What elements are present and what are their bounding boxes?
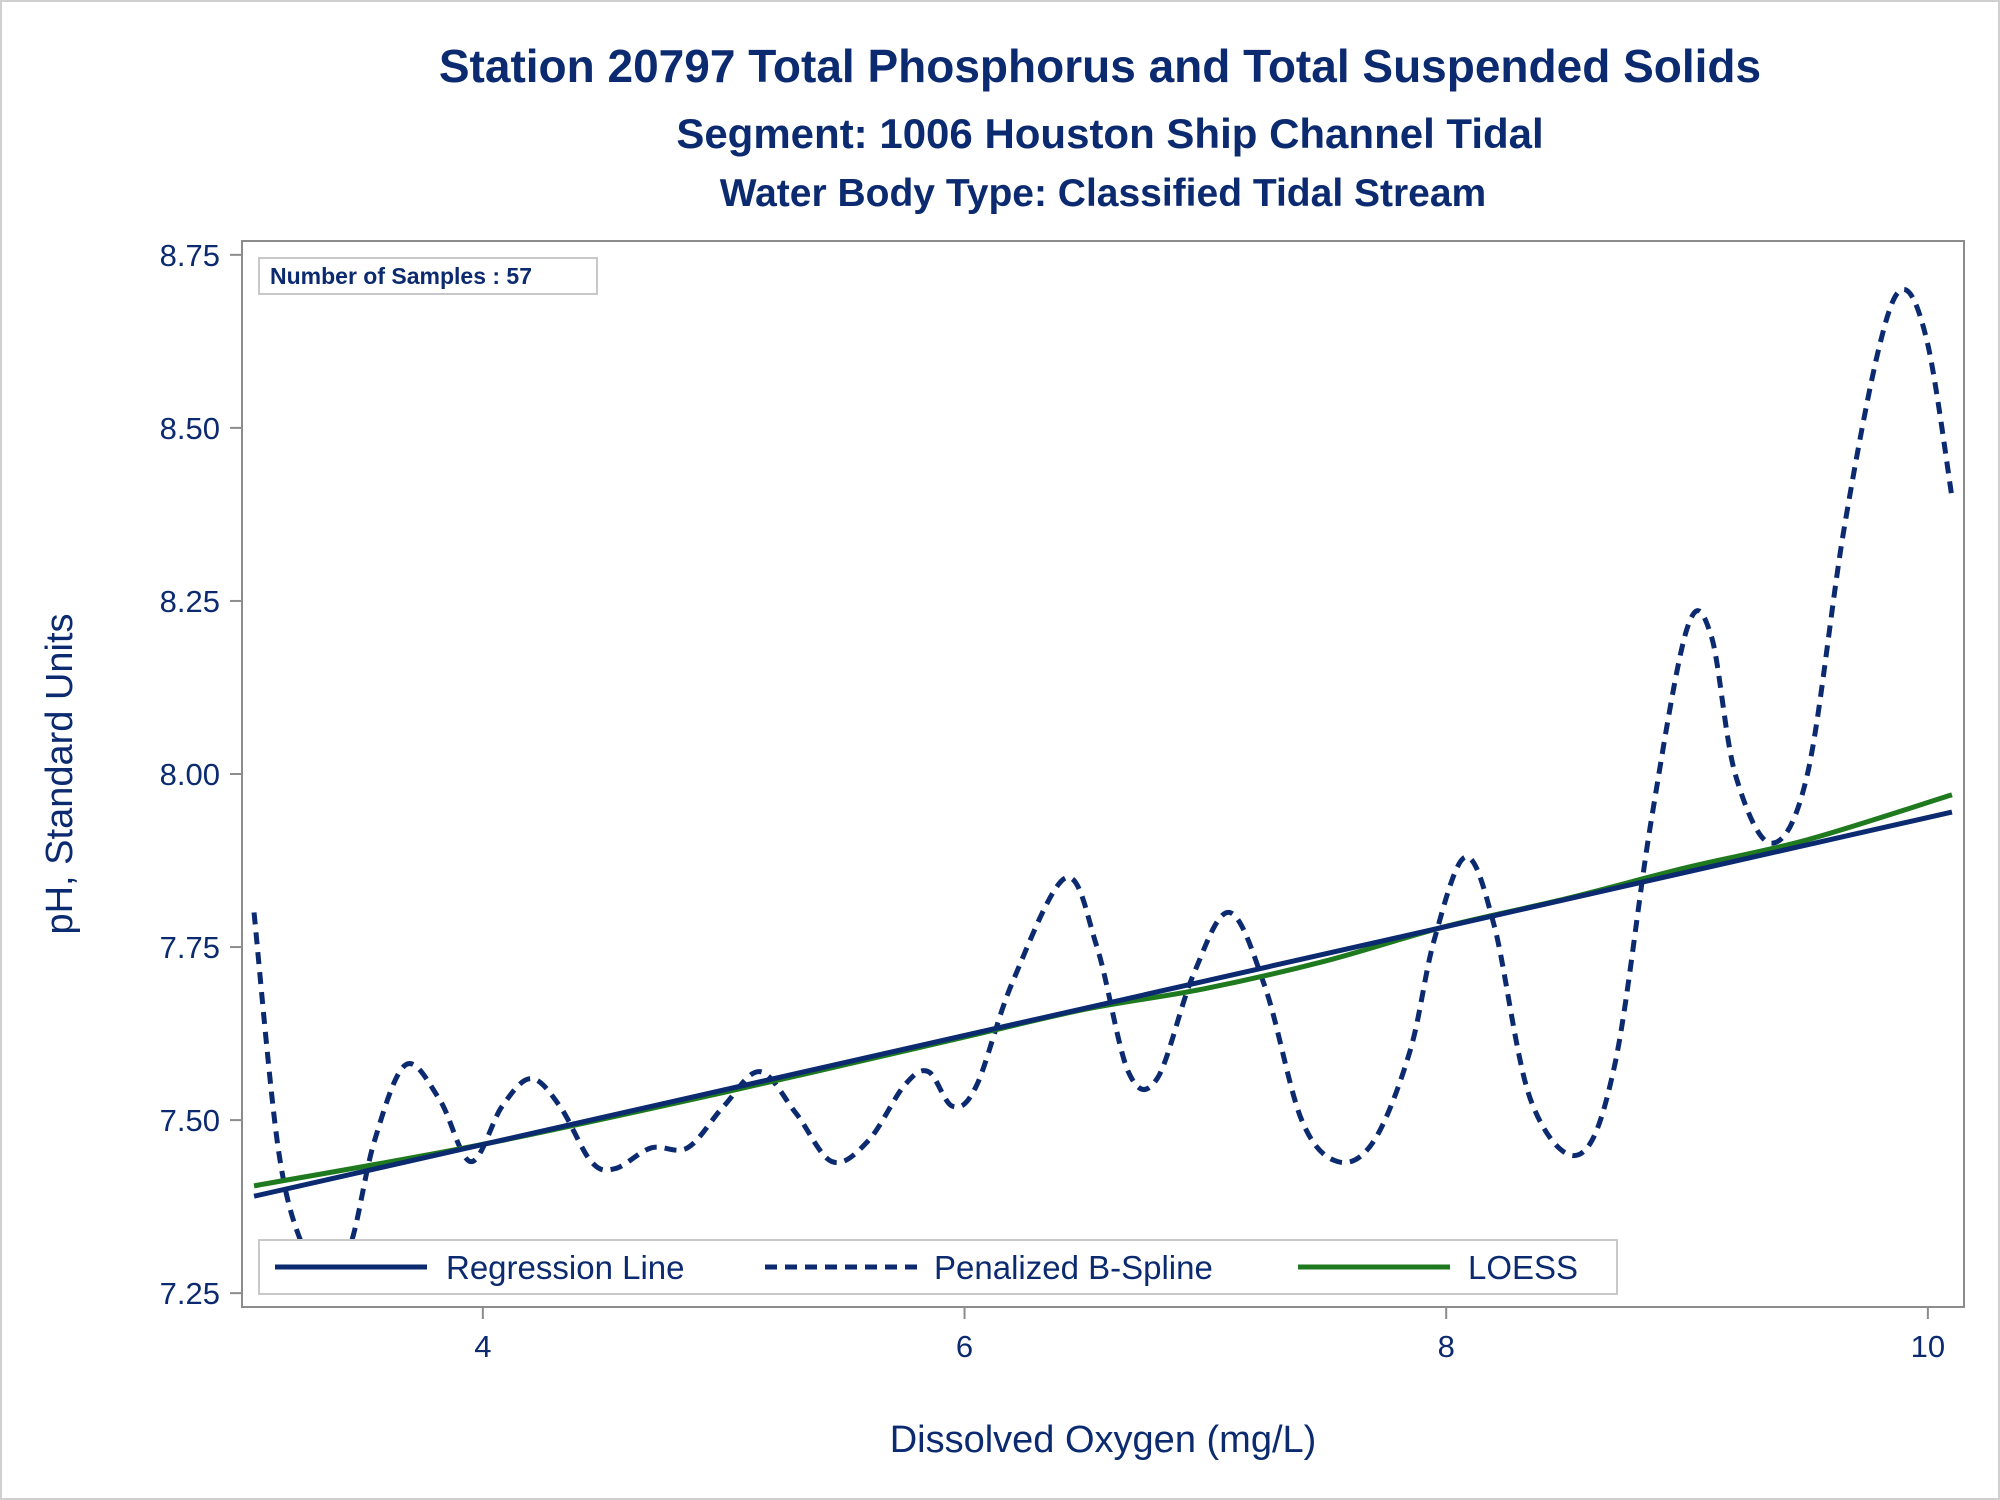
- regression-line-legend-label: Regression Line: [446, 1249, 684, 1286]
- y-tick-label: 7.75: [160, 930, 220, 965]
- y-axis: 7.25 7.50 7.75 8.00 8.25 8.50 8.75: [160, 238, 242, 1311]
- y-tick-label: 7.25: [160, 1276, 220, 1311]
- x-tick-label: 10: [1911, 1329, 1945, 1364]
- y-axis-label: pH, Standard Units: [39, 613, 81, 934]
- plot-area: [241, 240, 1965, 1308]
- chart-subtitle: Segment: 1006 Houston Ship Channel Tidal: [676, 110, 1543, 157]
- y-tick-label: 8.00: [160, 757, 220, 792]
- chart-title: Station 20797 Total Phosphorus and Total…: [439, 40, 1761, 92]
- sample-count-text: Number of Samples : 57: [270, 263, 532, 289]
- y-tick-label: 8.50: [160, 411, 220, 446]
- regression-line-line: [253, 809, 1953, 1199]
- loess-legend-label: LOESS: [1468, 1249, 1578, 1286]
- loess-line: [253, 792, 1953, 1189]
- legend-box: [258, 1239, 1618, 1295]
- legend: Regression Line Penalized B-Spline LOESS: [258, 1239, 1618, 1295]
- x-tick-label: 6: [956, 1329, 973, 1364]
- sample-count-box: [258, 257, 598, 295]
- penalized-b-spline-line: [251, 286, 1955, 1275]
- penalized-b-spline-legend-label: Penalized B-Spline: [934, 1249, 1213, 1286]
- y-tick-label: 7.50: [160, 1103, 220, 1138]
- y-tick-label: 8.25: [160, 584, 220, 619]
- chart-subtitle-2: Water Body Type: Classified Tidal Stream: [720, 172, 1486, 215]
- x-axis: 4 6 8 10: [474, 1307, 1945, 1364]
- x-axis-label: Dissolved Oxygen (mg/L): [890, 1419, 1317, 1461]
- x-tick-label: 8: [1438, 1329, 1455, 1364]
- y-tick-label: 8.75: [160, 238, 220, 273]
- x-tick-label: 4: [474, 1329, 491, 1364]
- series-layer: [251, 286, 1955, 1275]
